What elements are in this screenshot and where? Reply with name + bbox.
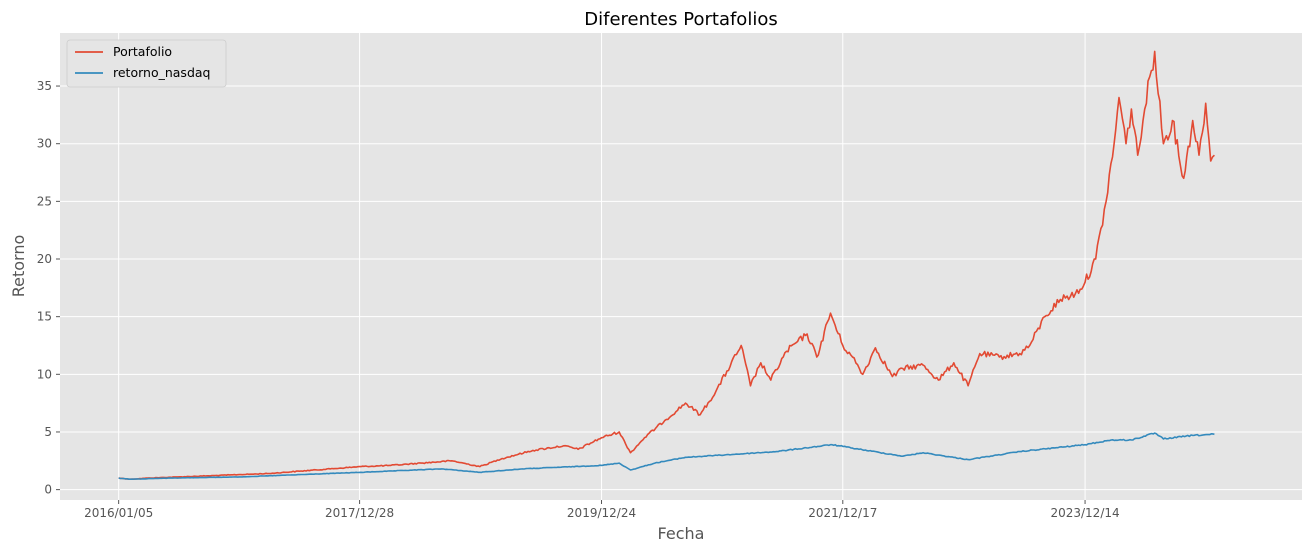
series-line-retorno-nasdaq — [118, 432, 1215, 480]
y-tick-label: 15 — [37, 310, 52, 324]
y-axis-title: Retorno — [9, 235, 28, 298]
y-tick-label: 30 — [37, 137, 52, 151]
y-tick-label: 5 — [44, 425, 52, 439]
plot-background — [60, 33, 1302, 500]
series-line-portafolio — [118, 50, 1215, 480]
x-tick-label: 2017/12/28 — [325, 506, 394, 520]
y-axis-ticks: 0 5 10 15 20 25 30 35 — [37, 79, 60, 497]
legend: Portafolio retorno_nasdaq — [66, 39, 227, 88]
grid-lines — [60, 33, 1302, 500]
x-tick-label: 2021/12/17 — [808, 506, 877, 520]
x-tick-label: 2016/01/05 — [84, 506, 153, 520]
y-tick-label: 0 — [44, 483, 52, 497]
chart-title: Diferentes Portafolios — [584, 9, 777, 30]
x-axis-title: Fecha — [658, 524, 705, 543]
y-tick-label: 20 — [37, 252, 52, 266]
legend-label-retorno-nasdaq: retorno_nasdaq — [113, 65, 210, 80]
y-tick-label: 10 — [37, 367, 52, 381]
x-tick-label: 2019/12/24 — [567, 506, 636, 520]
legend-label-portafolio: Portafolio — [113, 44, 172, 59]
y-tick-label: 35 — [37, 79, 52, 93]
y-tick-label: 25 — [37, 194, 52, 208]
series-lines — [118, 50, 1215, 480]
legend-box — [66, 39, 227, 88]
x-tick-label: 2023/12/14 — [1050, 506, 1119, 520]
x-axis-ticks: 2016/01/05 2017/12/28 2019/12/24 2021/12/17… — [84, 500, 1120, 520]
